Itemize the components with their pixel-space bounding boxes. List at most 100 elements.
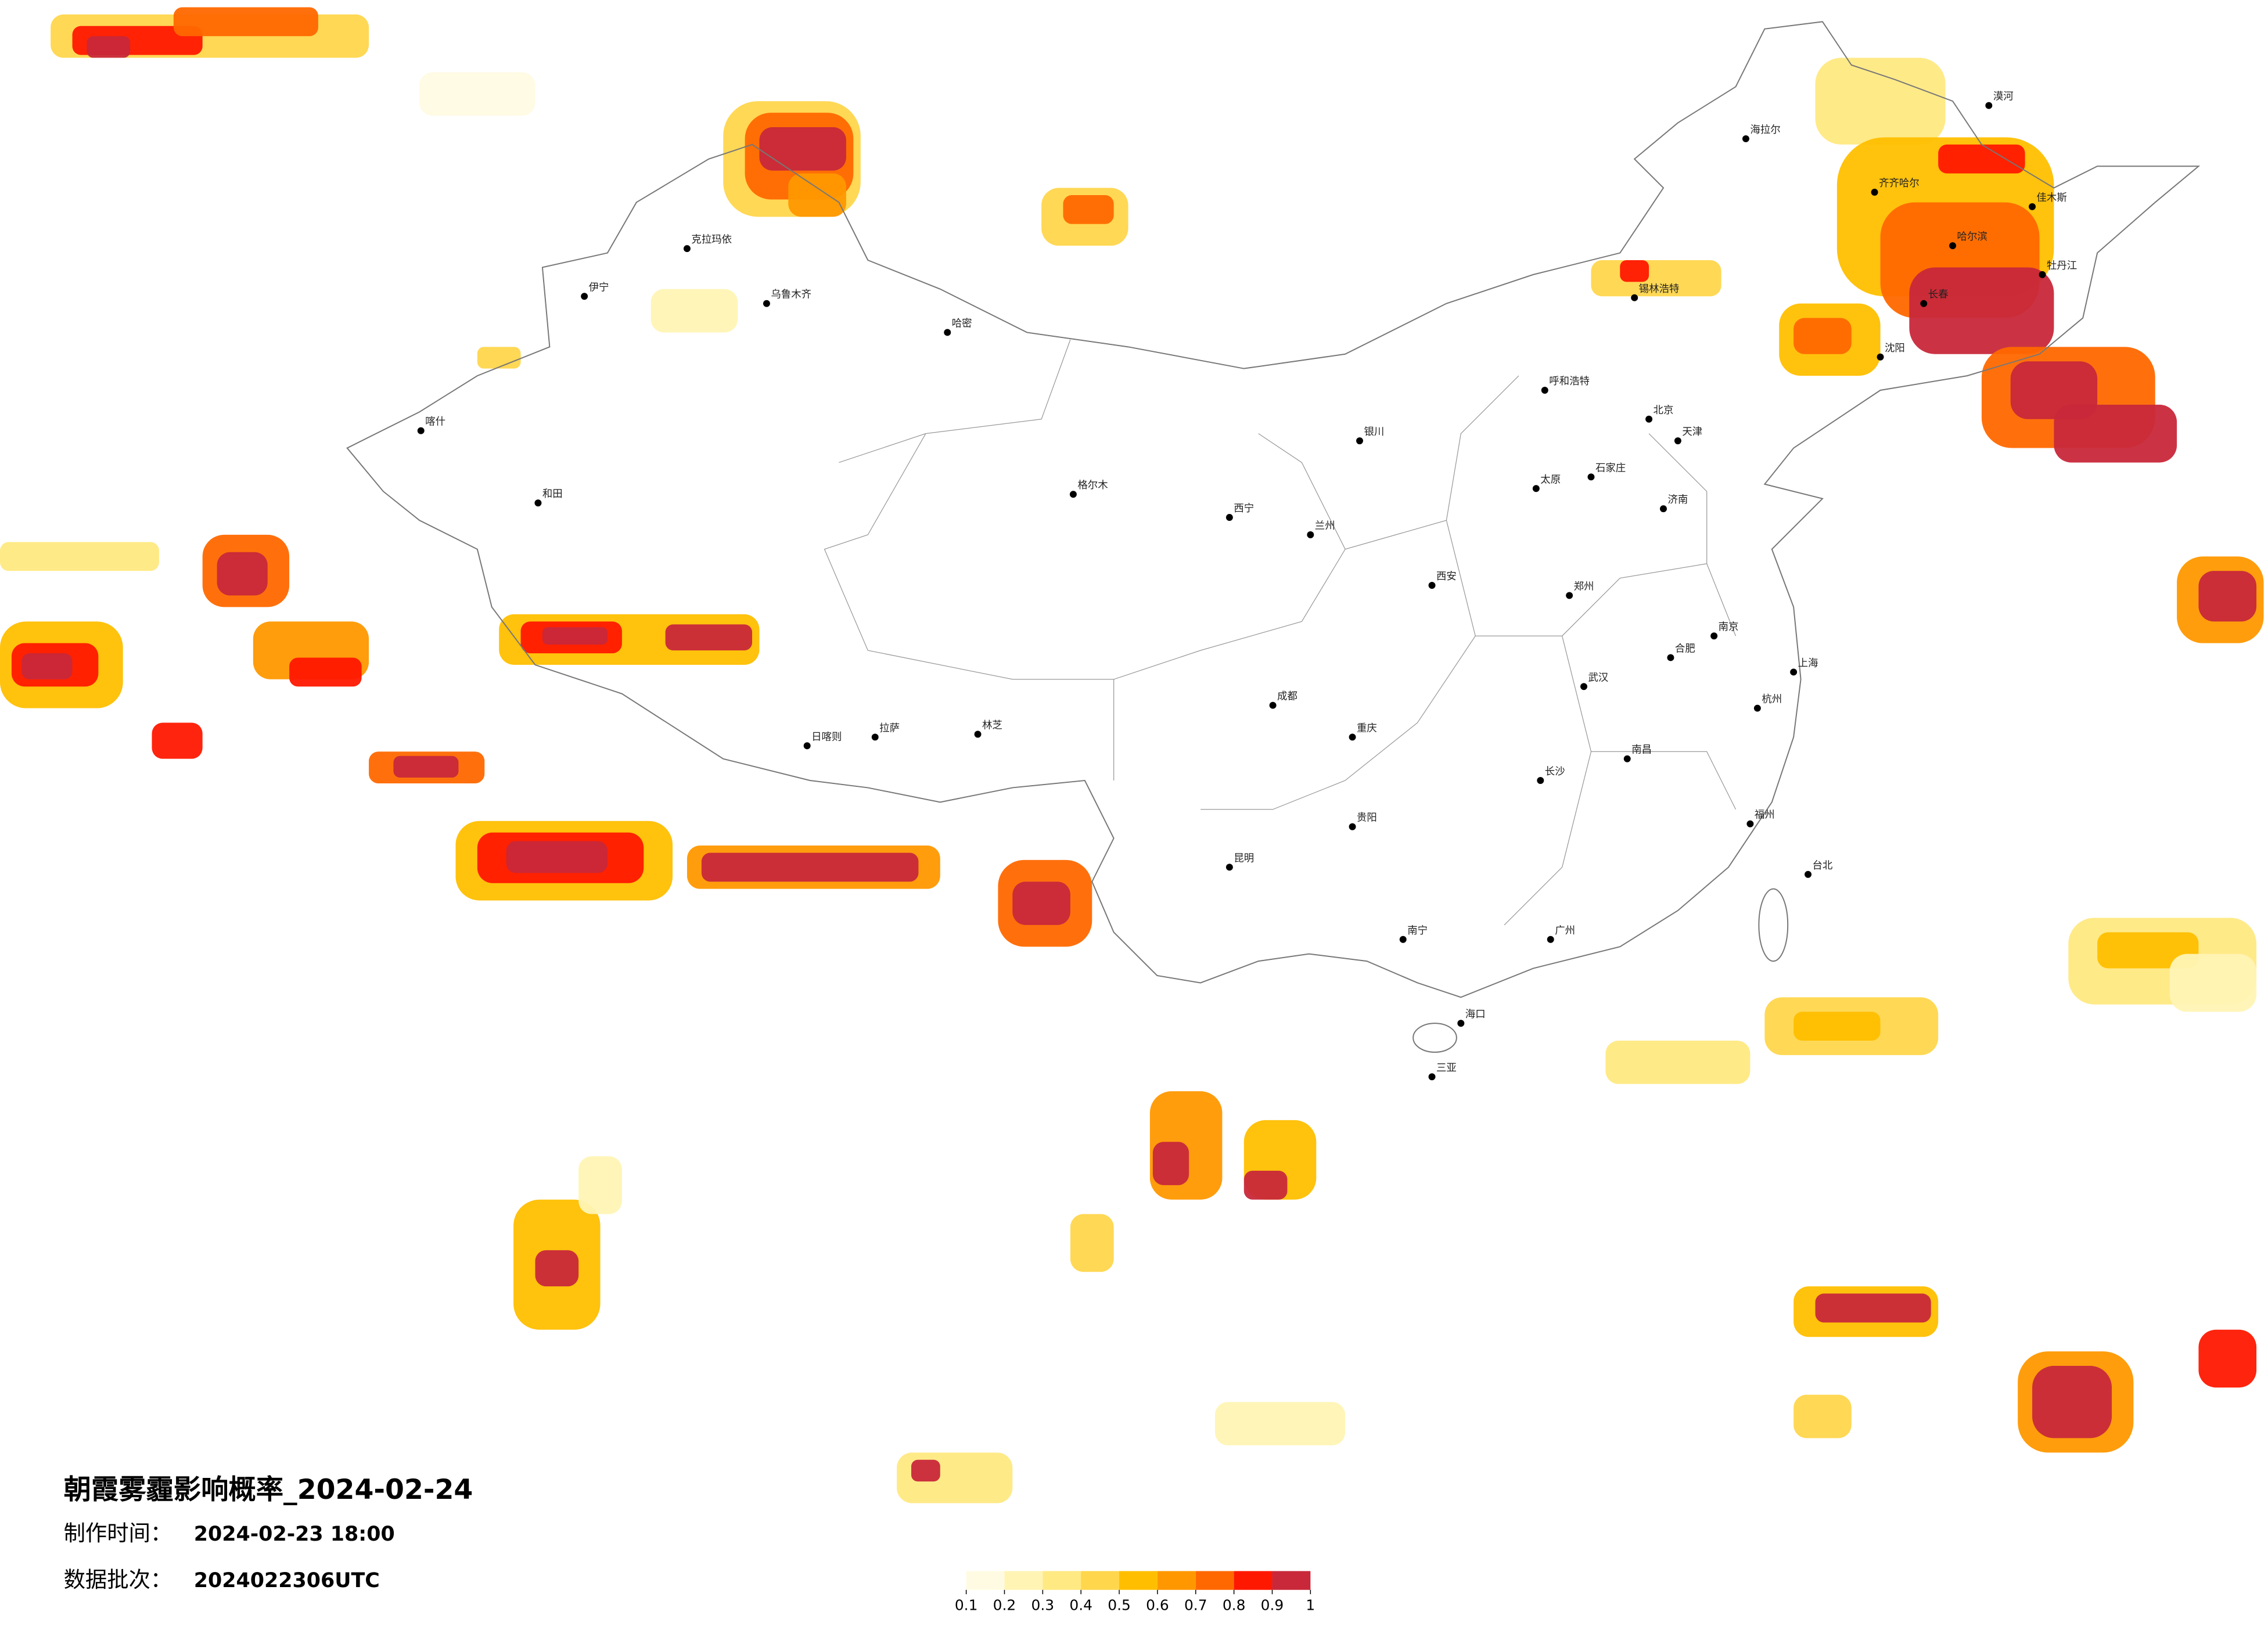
city-dot — [2029, 203, 2036, 210]
probability-patch — [506, 841, 608, 873]
city-dot — [534, 499, 542, 507]
city-label: 哈密 — [952, 318, 972, 329]
hainan — [1412, 1023, 1457, 1053]
city-dot — [1349, 733, 1356, 741]
city-label: 太原 — [1540, 474, 1561, 485]
city-dot — [944, 329, 951, 336]
city-dot — [1623, 755, 1631, 762]
colorbar-segment — [1119, 1571, 1158, 1590]
production-time: 2024-02-23 18:00 — [194, 1523, 395, 1546]
city-dot — [1877, 353, 1884, 361]
city-label: 长春 — [1928, 289, 1949, 301]
probability-patch — [2032, 1366, 2112, 1438]
colorbar-tick-label: 0.4 — [1069, 1597, 1092, 1614]
city-label: 济南 — [1667, 494, 1688, 506]
probability-patch — [2198, 571, 2257, 622]
city-dot — [974, 731, 982, 738]
probability-patch — [1938, 144, 2025, 174]
probability-patch — [2054, 404, 2177, 463]
production-time-label: 制作时间： — [64, 1520, 172, 1546]
china-border — [346, 21, 2201, 998]
city-dot — [1069, 491, 1077, 498]
city-label: 牡丹江 — [2047, 260, 2077, 272]
city-dot — [1457, 1020, 1465, 1027]
city-label: 西安 — [1436, 571, 1457, 582]
probability-patch — [173, 7, 318, 37]
city-label: 海拉尔 — [1750, 124, 1780, 136]
city-label: 三亚 — [1436, 1062, 1457, 1074]
probability-patch — [1063, 195, 1114, 224]
probability-patch — [759, 127, 846, 171]
probability-patch — [535, 1250, 579, 1287]
city-dot — [1547, 936, 1554, 943]
city-dot — [1710, 632, 1718, 640]
probability-patch — [665, 624, 753, 650]
city-dot — [1587, 473, 1595, 481]
city-label: 南京 — [1719, 621, 1739, 633]
probability-patch — [1909, 267, 2054, 354]
city-label: 沈阳 — [1885, 343, 1905, 354]
city-label: 兰州 — [1315, 520, 1335, 532]
colorbar-tick-label: 0.5 — [1108, 1597, 1131, 1614]
city-label: 石家庄 — [1595, 462, 1626, 474]
city-dot — [581, 293, 588, 300]
city-label: 呼和浩特 — [1549, 376, 1590, 387]
colorbar-tick-label: 0.6 — [1146, 1597, 1169, 1614]
city-dot — [1631, 294, 1638, 301]
city-label: 福州 — [1755, 810, 1775, 821]
city-dot — [1871, 189, 1878, 196]
city-label: 长沙 — [1545, 766, 1565, 778]
city-dot — [683, 245, 691, 253]
map-title: 朝霞雾霾影响概率_2024-02-24 — [64, 1474, 473, 1506]
probability-patch — [0, 542, 159, 571]
region-borders — [824, 339, 1737, 926]
probability-patch — [1012, 882, 1070, 925]
probability-patch — [1214, 1402, 1346, 1445]
city-label: 喀什 — [425, 416, 445, 428]
city-dot — [1225, 514, 1233, 521]
city-label: 广州 — [1555, 925, 1575, 937]
city-label: 克拉玛依 — [691, 234, 732, 246]
city-dot — [2039, 271, 2046, 278]
city-dot — [1985, 102, 1993, 109]
city-label: 乌鲁木齐 — [771, 289, 811, 301]
city-label: 贵阳 — [1357, 812, 1377, 824]
colorbar-tick-label: 0.9 — [1261, 1597, 1284, 1614]
city-dot — [1920, 300, 1928, 307]
probability-patch — [1243, 1171, 1288, 1200]
city-label: 拉萨 — [879, 722, 900, 734]
city-label: 齐齐哈尔 — [1879, 178, 1920, 189]
probability-patch — [1620, 260, 1649, 282]
probability-patch — [152, 722, 203, 759]
colorbar-segment — [1157, 1571, 1196, 1590]
colorbar-tick-label: 1 — [1306, 1597, 1315, 1614]
city-label: 伊宁 — [589, 282, 609, 293]
colorbar-segment — [966, 1571, 1005, 1590]
probability-patch — [477, 347, 521, 369]
probability-patch — [788, 173, 846, 217]
colorbar-tick-label: 0.3 — [1031, 1597, 1055, 1614]
colorbar-tick-label: 0.8 — [1223, 1597, 1246, 1614]
city-label: 北京 — [1654, 405, 1674, 416]
probability-patch — [21, 653, 73, 679]
city-label: 合肥 — [1675, 643, 1695, 654]
taiwan — [1758, 888, 1789, 962]
city-dot — [1753, 704, 1761, 712]
probability-patch — [701, 852, 919, 882]
probability-patch — [2097, 932, 2199, 969]
city-dot — [1428, 582, 1436, 589]
probability-patch — [1815, 1293, 1931, 1323]
city-dot — [1541, 387, 1548, 394]
colorbar: 0.1 0.2 0.3 0.4 0.5 0.6 0.7 0.8 0.9 1 — [955, 1571, 1315, 1614]
probability-patch — [289, 657, 362, 687]
city-label: 和田 — [542, 488, 563, 500]
city-label: 成都 — [1277, 691, 1297, 703]
probability-patch — [1152, 1142, 1189, 1185]
colorbar-segment — [1004, 1571, 1043, 1590]
city-dot — [1356, 437, 1363, 445]
city-dot — [1674, 437, 1681, 445]
probability-patch — [1793, 1394, 1852, 1438]
city-label: 杭州 — [1762, 694, 1782, 706]
city-label: 昆明 — [1234, 852, 1254, 864]
